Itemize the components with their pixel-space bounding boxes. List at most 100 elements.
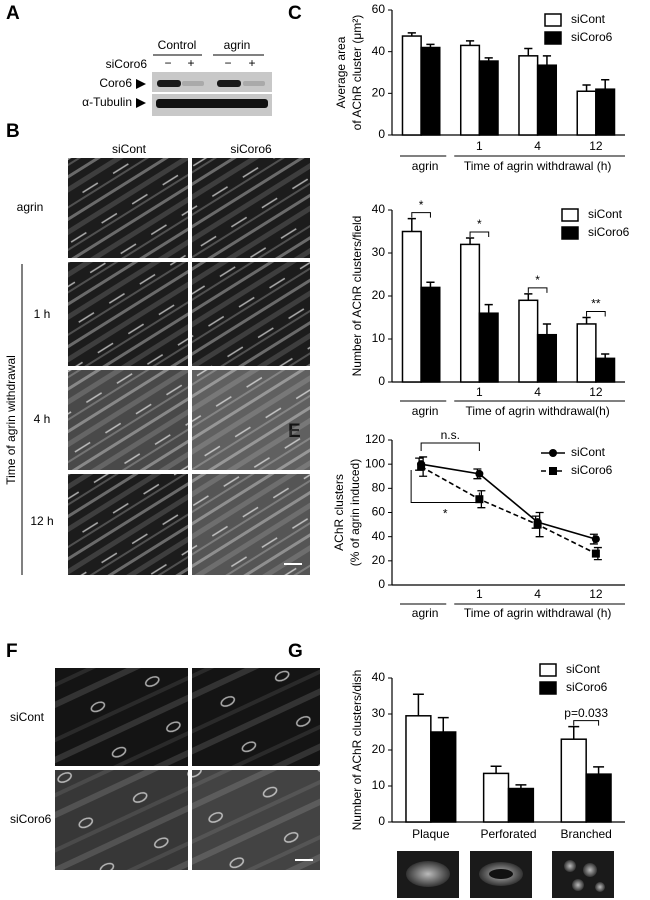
y-tick-label: 20 [372,288,386,302]
legend-swatch [539,663,557,677]
row-label: agrin [17,200,44,214]
y-tick-label: 0 [378,374,385,388]
blot-band [157,80,181,87]
blot-sign: − [224,56,231,70]
y-tick-label: 120 [365,432,385,446]
column-label: siCont [112,142,147,156]
row-label: 1 h [34,307,51,321]
y-axis-label: AChR clusters [332,474,346,551]
blot-column: Control [158,38,197,52]
panel-label: G [288,641,303,662]
micrograph [55,668,188,766]
bar [401,35,422,136]
row-label: siCont [10,710,45,724]
significance-bracket [586,311,606,317]
bar [459,44,481,136]
error-bar [426,281,435,288]
y-axis-label: Number of AChR clusters/dish [350,670,364,831]
bar [518,55,539,136]
panel-label: F [6,641,18,662]
legend-label: siCoro6 [588,225,630,239]
x-tick-label: 12 [589,385,603,399]
y-axis-label: Number of AChR clusters/field [350,216,364,377]
bar [478,312,499,383]
bar [536,333,558,383]
row-label: siCoro6 [10,812,52,826]
y-tick-label: 10 [372,778,386,792]
row-label: 12 h [30,514,53,528]
x-tick-label: 4 [534,385,541,399]
x-tick-label: 1 [476,385,483,399]
y-tick-label: 60 [372,2,386,16]
blot-band [243,81,265,86]
bar [595,88,616,136]
error-bar [568,725,580,740]
error-bar [593,766,605,775]
legend-swatch [544,31,562,45]
y-tick-label: 80 [372,481,386,495]
error-bar [490,765,502,774]
bar [420,46,441,136]
x-tick-label: 4 [534,139,541,153]
error-bar [524,293,533,301]
arrowhead [136,79,146,89]
error-bar [542,55,552,66]
significance-label: * [477,217,482,231]
micrograph [55,770,188,870]
y-tick-label: 40 [372,44,386,58]
micrograph [192,262,310,366]
error-bar [437,716,449,732]
significance-bracket [573,720,600,726]
bar [401,230,422,383]
legend-swatch [561,208,579,222]
error-bar [465,40,475,46]
micrograph [192,158,310,258]
bar [536,64,558,136]
error-bar [582,316,591,324]
significance-label: p=0.033 [564,706,608,720]
y-tick-label: 30 [372,706,386,720]
cluster-image [583,863,597,877]
y-axis-label: of AChR cluster (μm²) [350,15,364,131]
marker [533,520,542,529]
legend-label: siCoro6 [571,463,613,477]
significance-bracket [469,231,490,237]
legend-label: siCont [566,662,601,676]
significance-label: ** [591,297,601,311]
error-bar [582,84,591,92]
marker [591,549,600,558]
bar [576,90,597,136]
micrograph [68,474,188,575]
line [420,465,597,555]
error-bar [601,79,610,90]
x-tick-label: Plaque [412,827,450,841]
legend-label: siCont [571,12,606,26]
micrograph [68,158,188,258]
blot-column: agrin [224,38,251,52]
y-tick-label: 40 [372,529,386,543]
x-tick-label: 1 [476,139,483,153]
significance-label: n.s. [441,428,460,442]
legend-marker [549,467,557,475]
y-tick-label: 10 [372,331,386,345]
x-tick-label: 1 [476,587,483,601]
marker [591,535,600,544]
arrowhead [136,98,146,108]
error-bar [407,217,416,232]
y-axis-label: (% of agrin induced) [348,459,362,566]
significance-bracket [420,442,480,451]
bar [585,773,612,823]
line [420,463,597,540]
example-image [552,851,614,898]
group-label: agrin [412,159,439,173]
group-label: Time of agrin withdrawal (h) [464,159,612,173]
cluster-image [564,860,576,872]
significance-label: * [443,507,448,521]
significance-bracket [410,470,480,503]
marker [475,469,484,478]
blot-sign: + [187,56,194,70]
micrograph [68,370,188,470]
y-tick-label: 0 [378,814,385,828]
group-label: Time of agrin withdrawal(h) [465,404,609,418]
legend-marker [549,449,557,457]
